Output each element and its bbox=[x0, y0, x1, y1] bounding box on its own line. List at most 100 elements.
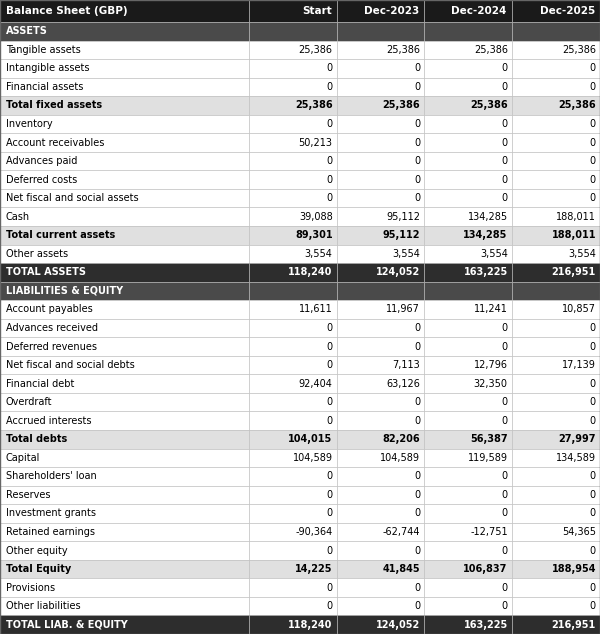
Bar bbox=[512, 133, 600, 152]
Bar bbox=[249, 560, 337, 578]
Bar bbox=[249, 22, 337, 41]
Text: 0: 0 bbox=[502, 471, 508, 481]
Text: 0: 0 bbox=[326, 82, 332, 92]
Bar bbox=[337, 448, 424, 467]
Text: 0: 0 bbox=[414, 119, 420, 129]
Bar bbox=[337, 504, 424, 522]
Bar bbox=[249, 504, 337, 522]
Text: Advances received: Advances received bbox=[6, 323, 98, 333]
Text: 0: 0 bbox=[414, 490, 420, 500]
Bar bbox=[424, 263, 512, 281]
Text: 0: 0 bbox=[326, 360, 332, 370]
Bar bbox=[424, 41, 512, 59]
Text: 0: 0 bbox=[414, 63, 420, 74]
Bar bbox=[512, 356, 600, 374]
Bar bbox=[424, 597, 512, 616]
Bar bbox=[512, 337, 600, 356]
Text: 0: 0 bbox=[590, 174, 596, 184]
Text: 0: 0 bbox=[326, 601, 332, 611]
Text: -12,751: -12,751 bbox=[470, 527, 508, 537]
Text: 124,052: 124,052 bbox=[376, 619, 420, 630]
Text: 3,554: 3,554 bbox=[480, 249, 508, 259]
Text: 0: 0 bbox=[590, 508, 596, 519]
Text: Tangible assets: Tangible assets bbox=[6, 45, 81, 55]
Text: 119,589: 119,589 bbox=[468, 453, 508, 463]
Text: 0: 0 bbox=[326, 174, 332, 184]
Bar bbox=[424, 281, 512, 300]
Text: Inventory: Inventory bbox=[6, 119, 53, 129]
Bar bbox=[424, 77, 512, 96]
Bar bbox=[0, 41, 249, 59]
Bar bbox=[249, 263, 337, 281]
Text: 0: 0 bbox=[590, 471, 596, 481]
Bar bbox=[512, 152, 600, 171]
Bar bbox=[512, 189, 600, 207]
Text: 0: 0 bbox=[590, 583, 596, 593]
Bar bbox=[337, 319, 424, 337]
Text: 0: 0 bbox=[590, 601, 596, 611]
Bar bbox=[0, 22, 249, 41]
Text: 25,386: 25,386 bbox=[562, 45, 596, 55]
Bar bbox=[337, 171, 424, 189]
Bar bbox=[337, 281, 424, 300]
Bar bbox=[0, 281, 249, 300]
Text: Financial debt: Financial debt bbox=[6, 378, 74, 389]
Text: 0: 0 bbox=[414, 397, 420, 407]
Text: 106,837: 106,837 bbox=[463, 564, 508, 574]
Bar bbox=[249, 430, 337, 448]
Bar bbox=[249, 0, 337, 22]
Text: Deferred costs: Deferred costs bbox=[6, 174, 77, 184]
Bar bbox=[249, 133, 337, 152]
Bar bbox=[337, 22, 424, 41]
Bar bbox=[337, 207, 424, 226]
Text: ASSETS: ASSETS bbox=[6, 26, 48, 36]
Bar bbox=[512, 245, 600, 263]
Text: 124,052: 124,052 bbox=[376, 268, 420, 277]
Bar bbox=[249, 115, 337, 133]
Text: 41,845: 41,845 bbox=[383, 564, 420, 574]
Bar bbox=[424, 448, 512, 467]
Bar bbox=[512, 430, 600, 448]
Text: 0: 0 bbox=[502, 583, 508, 593]
Bar bbox=[0, 207, 249, 226]
Bar bbox=[249, 597, 337, 616]
Bar bbox=[424, 467, 512, 486]
Text: Investment grants: Investment grants bbox=[6, 508, 96, 519]
Text: 0: 0 bbox=[502, 63, 508, 74]
Text: Net fiscal and social assets: Net fiscal and social assets bbox=[6, 193, 139, 203]
Text: 63,126: 63,126 bbox=[386, 378, 420, 389]
Bar bbox=[0, 319, 249, 337]
Bar bbox=[249, 393, 337, 411]
Text: 56,387: 56,387 bbox=[470, 434, 508, 444]
Text: 0: 0 bbox=[502, 490, 508, 500]
Text: 134,589: 134,589 bbox=[556, 453, 596, 463]
Bar bbox=[424, 133, 512, 152]
Text: 0: 0 bbox=[590, 490, 596, 500]
Text: TOTAL ASSETS: TOTAL ASSETS bbox=[6, 268, 86, 277]
Text: 134,285: 134,285 bbox=[467, 212, 508, 222]
Text: 0: 0 bbox=[502, 156, 508, 166]
Bar bbox=[0, 430, 249, 448]
Text: Balance Sheet (GBP): Balance Sheet (GBP) bbox=[6, 6, 128, 16]
Bar bbox=[249, 356, 337, 374]
Text: 0: 0 bbox=[414, 545, 420, 555]
Text: Reserves: Reserves bbox=[6, 490, 50, 500]
Bar bbox=[424, 171, 512, 189]
Bar bbox=[249, 77, 337, 96]
Bar bbox=[0, 393, 249, 411]
Text: Shareholders' loan: Shareholders' loan bbox=[6, 471, 97, 481]
Bar bbox=[249, 171, 337, 189]
Bar bbox=[0, 0, 249, 22]
Text: 0: 0 bbox=[590, 342, 596, 351]
Bar bbox=[424, 207, 512, 226]
Bar bbox=[249, 319, 337, 337]
Bar bbox=[337, 337, 424, 356]
Text: 118,240: 118,240 bbox=[288, 268, 332, 277]
Text: 25,386: 25,386 bbox=[474, 45, 508, 55]
Bar bbox=[0, 133, 249, 152]
Bar bbox=[424, 560, 512, 578]
Text: 12,796: 12,796 bbox=[474, 360, 508, 370]
Text: -62,744: -62,744 bbox=[383, 527, 420, 537]
Bar bbox=[0, 374, 249, 393]
Text: 0: 0 bbox=[590, 156, 596, 166]
